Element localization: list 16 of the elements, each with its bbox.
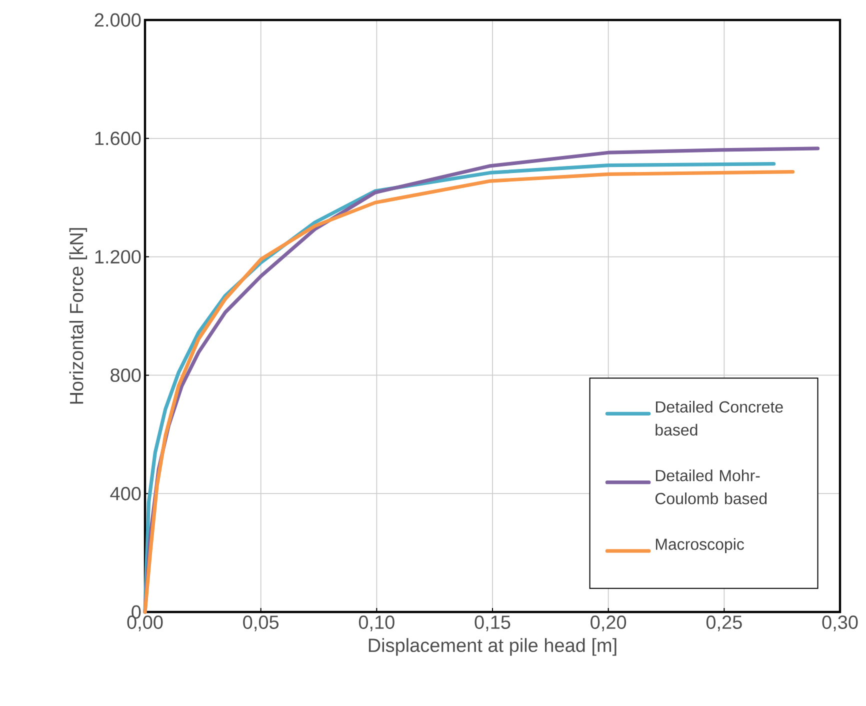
x-tick-label: 0,25 bbox=[706, 616, 742, 632]
y-tick-label: 1.600 bbox=[95, 132, 141, 146]
x-tick-label: 0,30 bbox=[822, 616, 858, 632]
legend-label: Detailed Mohr-Coulomb based bbox=[655, 470, 767, 504]
x-tick-label: 0,15 bbox=[474, 616, 510, 632]
x-tick-label: 0,20 bbox=[590, 616, 626, 632]
x-tick-label: 0,10 bbox=[358, 616, 394, 632]
x-axis-title: Displacement at pile head [m] bbox=[368, 638, 616, 656]
x-tick-label: 0,05 bbox=[243, 616, 279, 632]
y-axis-title: Horizontal Force [kN] bbox=[69, 228, 88, 404]
y-tick-label: 1.200 bbox=[95, 250, 141, 264]
legend-label: Macroscopic bbox=[656, 538, 744, 554]
legend-label: Detailed Concrete based bbox=[656, 400, 783, 436]
y-tick-label: 2.000 bbox=[94, 13, 141, 27]
y-tick-label: 400 bbox=[110, 486, 141, 500]
y-tick-label: 800 bbox=[110, 368, 141, 382]
